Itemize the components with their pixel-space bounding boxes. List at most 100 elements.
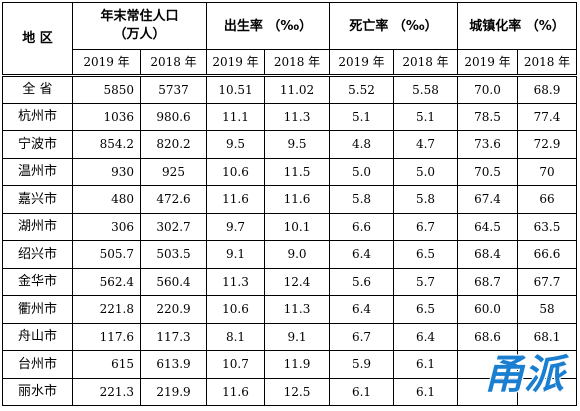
value-cell: 117.3: [139, 322, 208, 351]
year-header: 2018 年: [393, 49, 459, 76]
region-cell: 全 省: [2, 74, 73, 104]
value-cell: 11.1: [206, 102, 266, 131]
value-cell: 67.7: [517, 267, 578, 296]
table-row: 台州市 615 613.9 10.7 11.9 5.9 6.1: [2, 350, 578, 379]
table-row: 湖州市 306 302.7 9.7 10.1 6.6 6.7 64.5 63.5: [2, 212, 578, 241]
value-cell: 5.8: [393, 185, 459, 214]
value-cell: 11.6: [206, 185, 266, 214]
year-header: 2018 年: [264, 49, 331, 76]
value-cell: 472.6: [139, 185, 208, 214]
value-cell: 6.7: [329, 322, 395, 351]
value-cell: 63.5: [517, 212, 578, 241]
value-cell: 5.52: [329, 74, 395, 104]
value-cell: [517, 350, 578, 379]
value-cell: 219.9: [139, 377, 208, 406]
value-cell: 5.0: [329, 157, 395, 186]
value-cell: 10.6: [206, 295, 266, 324]
value-cell: 5.58: [393, 74, 459, 104]
header-birth-rate: 出生率 （‰）: [206, 2, 331, 50]
region-cell: 宁波市: [2, 130, 73, 159]
value-cell: 66: [517, 185, 578, 214]
value-cell: [517, 377, 578, 406]
value-cell: 5.9: [329, 350, 395, 379]
value-cell: 68.6: [457, 322, 519, 351]
value-cell: 5737: [139, 74, 208, 104]
table-row: 全 省 5850 5737 10.51 11.02 5.52 5.58 70.0 68.9: [2, 74, 578, 104]
table-row: 嘉兴市 480 472.6 11.6 11.6 5.8 5.8 67.4 66: [2, 185, 578, 214]
table-row: 绍兴市 505.7 503.5 9.1 9.0 6.4 6.5 68.4 66.6: [2, 240, 578, 269]
value-cell: 117.6: [72, 322, 141, 351]
value-cell: 6.1: [329, 377, 395, 406]
value-cell: 306: [72, 212, 141, 241]
value-cell: 11.3: [206, 267, 266, 296]
value-cell: 10.51: [206, 74, 266, 104]
value-cell: 72.9: [517, 130, 578, 159]
year-header: 2018 年: [517, 49, 578, 76]
value-cell: 1036: [72, 102, 141, 131]
value-cell: 11.02: [264, 74, 331, 104]
header-region: 地 区: [2, 2, 73, 76]
value-cell: 9.5: [206, 130, 266, 159]
value-cell: 613.9: [139, 350, 208, 379]
value-cell: 68.7: [457, 267, 519, 296]
value-cell: 64.5: [457, 212, 519, 241]
value-cell: 73.6: [457, 130, 519, 159]
value-cell: 6.5: [393, 240, 459, 269]
value-cell: 9.7: [206, 212, 266, 241]
region-cell: 舟山市: [2, 322, 73, 351]
value-cell: 562.4: [72, 267, 141, 296]
value-cell: 6.4: [329, 240, 395, 269]
value-cell: 12.5: [264, 377, 331, 406]
value-cell: 4.8: [329, 130, 395, 159]
value-cell: 6.7: [393, 212, 459, 241]
value-cell: 9.5: [264, 130, 331, 159]
value-cell: 5.7: [393, 267, 459, 296]
table-row: 舟山市 117.6 117.3 8.1 9.1 6.7 6.4 68.6 68.1: [2, 322, 578, 351]
value-cell: 6.1: [393, 377, 459, 406]
value-cell: 68.4: [457, 240, 519, 269]
value-cell: 68.9: [517, 74, 578, 104]
region-cell: 衢州市: [2, 295, 73, 324]
year-header: 2019 年: [457, 49, 519, 76]
value-cell: 5.8: [329, 185, 395, 214]
value-cell: 925: [139, 157, 208, 186]
value-cell: 60.0: [457, 295, 519, 324]
value-cell: 820.2: [139, 130, 208, 159]
year-header: 2019 年: [329, 49, 395, 76]
year-header: 2018 年: [139, 49, 208, 76]
header-urbanization-rate: 城镇化率 （%）: [457, 2, 578, 50]
value-cell: 4.7: [393, 130, 459, 159]
region-cell: 湖州市: [2, 212, 73, 241]
value-cell: 302.7: [139, 212, 208, 241]
table-row: 丽水市 221.3 219.9 11.6 12.5 6.1 6.1: [2, 377, 578, 406]
value-cell: 70: [517, 157, 578, 186]
region-cell: 绍兴市: [2, 240, 73, 269]
value-cell: 58: [517, 295, 578, 324]
value-cell: 221.8: [72, 295, 141, 324]
header-death-rate: 死亡率 （‰）: [329, 2, 459, 50]
table-row: 金华市 562.4 560.4 11.3 12.4 5.6 5.7 68.7 67.7: [2, 267, 578, 296]
value-cell: 70.0: [457, 74, 519, 104]
value-cell: 11.6: [206, 377, 266, 406]
yongpai-watermark-logo: 甬派: [483, 351, 572, 398]
value-cell: 66.6: [517, 240, 578, 269]
value-cell: 503.5: [139, 240, 208, 269]
value-cell: 980.6: [139, 102, 208, 131]
value-cell: 77.4: [517, 102, 578, 131]
header-population: 年末常住人口 （万人）: [71, 2, 208, 50]
region-cell: 丽水市: [2, 377, 73, 406]
value-cell: 6.4: [393, 322, 459, 351]
value-cell: 930: [72, 157, 141, 186]
value-cell: 6.6: [329, 212, 395, 241]
value-cell: 67.4: [457, 185, 519, 214]
region-cell: 金华市: [2, 267, 73, 296]
value-cell: 9.0: [264, 240, 331, 269]
value-cell: [457, 377, 519, 406]
value-cell: 10.7: [206, 350, 266, 379]
region-cell: 台州市: [2, 350, 73, 379]
value-cell: 8.1: [206, 322, 266, 351]
watermark-text: 甬派: [484, 352, 570, 398]
value-cell: 9.1: [264, 322, 331, 351]
region-cell: 杭州市: [2, 102, 73, 131]
value-cell: 11.3: [264, 295, 331, 324]
